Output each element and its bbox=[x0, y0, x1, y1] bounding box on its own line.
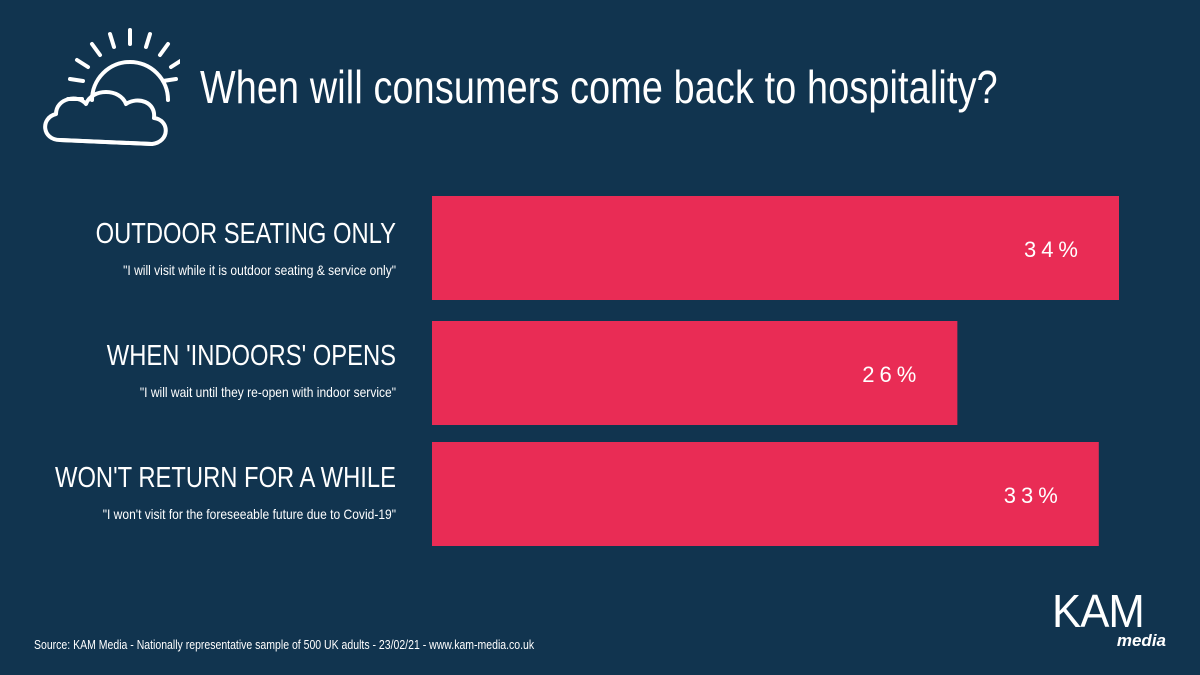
page-title: When will consumers come back to hospita… bbox=[200, 61, 998, 113]
category-label: OUTDOOR SEATING ONLY bbox=[95, 218, 396, 250]
brand-tagline: media bbox=[1116, 631, 1166, 650]
category-label: WON'T RETURN FOR A WHILE bbox=[54, 462, 396, 494]
category-label: WHEN 'INDOORS' OPENS bbox=[106, 340, 396, 372]
bar bbox=[432, 442, 1099, 546]
bar-value-label: 26% bbox=[862, 362, 921, 387]
source-note: Source: KAM Media - Nationally represent… bbox=[34, 638, 535, 652]
brand-logo: KAM media bbox=[1052, 588, 1172, 660]
bar-value-label: 33% bbox=[1004, 483, 1063, 508]
sun-behind-cloud-icon bbox=[43, 28, 180, 146]
bar-value-label: 34% bbox=[1024, 237, 1083, 262]
category-subtitle: "I won't visit for the foreseeable futur… bbox=[102, 506, 397, 522]
bar bbox=[432, 196, 1119, 300]
bar bbox=[432, 321, 958, 425]
category-subtitle: "I will wait until they re-open with ind… bbox=[139, 384, 396, 400]
category-subtitle: "I will visit while it is outdoor seatin… bbox=[123, 262, 396, 278]
brand-name: KAM bbox=[1052, 585, 1145, 637]
